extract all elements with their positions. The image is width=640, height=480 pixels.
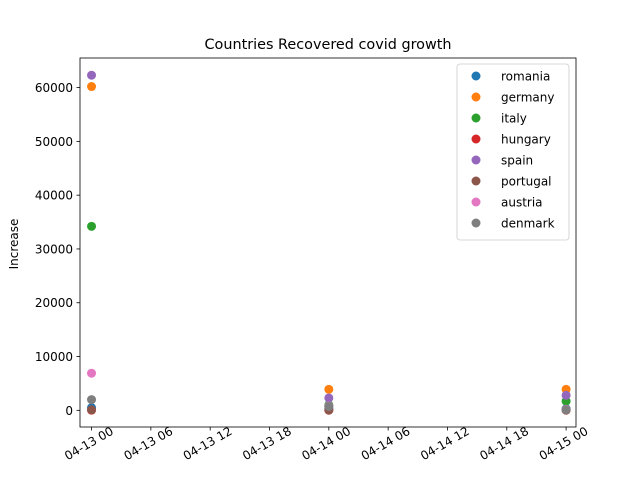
legend: romania germany italy hungary spain portugal a… [456,63,570,241]
data-point-austria [87,368,97,378]
data-point-denmark [561,405,571,415]
y-tick-label: 0 [65,404,73,418]
plot-frame [79,57,577,428]
legend-label: romania [501,70,550,84]
legend-marker [471,197,481,207]
legend-label: austria [501,196,543,210]
legend-item-romania: romania [471,70,550,84]
y-tick-label: 60000 [35,81,73,95]
data-point-spain [87,70,97,80]
legend-label: germany [501,91,554,105]
legend-marker [471,134,481,144]
legend-marker [471,113,481,123]
legend-marker [471,176,481,186]
legend-box [456,63,570,241]
legend-label: denmark [501,217,555,231]
data-point-spain [561,390,571,400]
legend-item-italy: italy [471,112,527,126]
legend-item-germany: germany [471,91,554,105]
legend-marker [471,155,481,165]
legend-item-denmark: denmark [471,217,555,231]
y-tick-label: 30000 [35,242,73,256]
y-tick-label: 40000 [35,189,73,203]
data-point-portugal [87,405,97,415]
legend-label: spain [501,154,533,168]
legend-marker [471,92,481,102]
legend-item-spain: spain [471,154,533,168]
series-spain [87,70,571,403]
data-point-italy [87,221,97,231]
y-tick-label: 20000 [35,296,73,310]
y-tick-label: 50000 [35,135,73,149]
data-point-spain [324,393,334,403]
legend-item-hungary: hungary [471,133,551,147]
data-point-germany [87,82,97,92]
y-axis-label: Increase [7,219,21,270]
data-point-denmark [87,395,97,405]
legend-label: hungary [501,133,551,147]
y-tick-label: 10000 [35,350,73,364]
data-point-germany [324,384,334,394]
legend-marker [471,71,481,81]
series-germany [87,82,571,394]
chart-title: Countries Recovered covid growth [204,37,451,53]
series-denmark [87,395,571,415]
legend-marker [471,218,481,228]
legend-label: italy [501,112,527,126]
data-point-denmark [324,402,334,412]
legend-item-portugal: portugal [471,175,552,189]
legend-label: portugal [501,175,552,189]
legend-item-austria: austria [471,196,543,210]
